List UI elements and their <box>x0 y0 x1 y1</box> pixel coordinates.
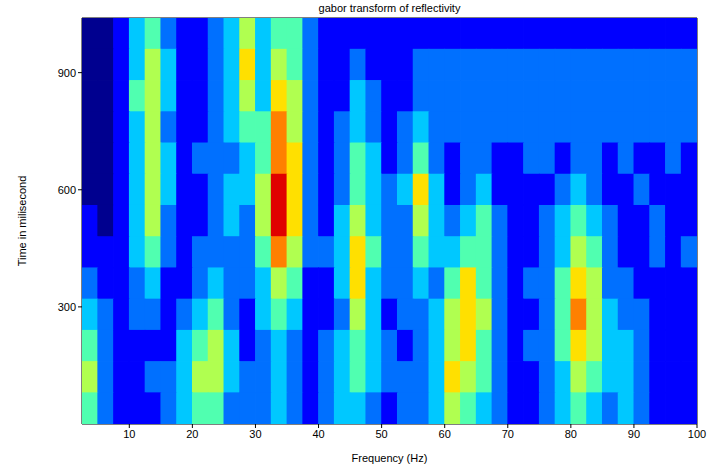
html-text:gabor transform of reflectivit: gabor transform of reflectivity <box>318 2 461 14</box>
svg-text:300: 300 <box>58 301 76 313</box>
svg-text:900: 900 <box>58 67 76 79</box>
svg-text:20: 20 <box>186 428 198 440</box>
svg-text:100: 100 <box>688 428 706 440</box>
svg-text:70: 70 <box>502 428 514 440</box>
svg-text:10: 10 <box>123 428 135 440</box>
svg-text:60: 60 <box>439 428 451 440</box>
svg-text:80: 80 <box>565 428 577 440</box>
svg-text:Time in milisecond: Time in milisecond <box>16 176 28 267</box>
svg-text:30: 30 <box>249 428 261 440</box>
svg-text:600: 600 <box>58 184 76 196</box>
svg-text:90: 90 <box>628 428 640 440</box>
svg-text:40: 40 <box>312 428 324 440</box>
svg-text:50: 50 <box>375 428 387 440</box>
svg-text:Frequency (Hz): Frequency (Hz) <box>352 452 428 464</box>
